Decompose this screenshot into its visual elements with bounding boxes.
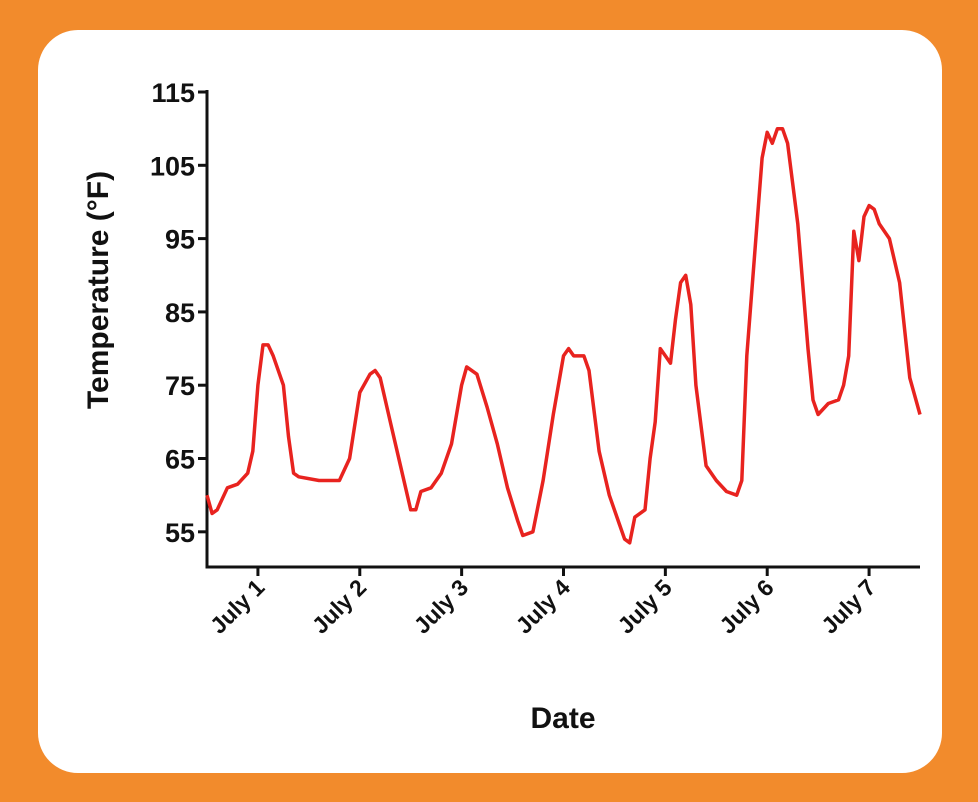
card xyxy=(38,30,942,773)
temperature-line xyxy=(205,126,922,545)
y-tick-label: 55 xyxy=(165,518,195,548)
y-tick-label: 105 xyxy=(150,151,195,181)
y-axis-label: Temperature (°F) xyxy=(82,171,115,409)
x-axis-label: Date xyxy=(530,702,595,735)
y-tick-label: 95 xyxy=(165,225,195,255)
y-tick-label: 75 xyxy=(165,371,195,401)
y-tick-label: 115 xyxy=(151,78,195,108)
y-tick-label: 85 xyxy=(165,298,195,328)
y-tick-label: 65 xyxy=(165,445,195,475)
